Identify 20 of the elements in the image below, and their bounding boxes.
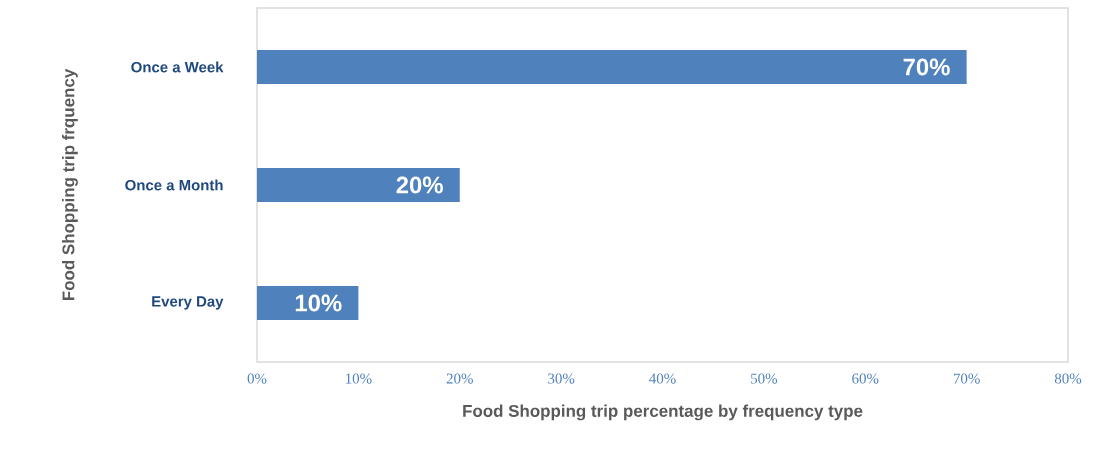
x-tick-label: 30% [548, 373, 575, 384]
x-axis-title: Food Shopping trip percentage by frequency type [463, 404, 863, 421]
x-tick-label: 40% [649, 373, 676, 384]
x-tick-label: 70% [953, 373, 980, 384]
y-tick-label: Once a Month [125, 179, 223, 191]
x-tick-label: 80% [1054, 373, 1082, 384]
y-tick-label: Once a Week [131, 61, 224, 73]
bar [257, 167, 460, 202]
x-tick-label: 60% [852, 373, 879, 384]
x-tick-label: 50% [751, 373, 778, 384]
bar [257, 49, 967, 84]
data-label: 10% [295, 294, 342, 312]
y-axis-title: Food Shopping trip frquency [61, 68, 78, 301]
x-tick-label: 0% [247, 373, 267, 384]
y-tick-label: Every Day [152, 296, 224, 310]
x-tick-label: 20% [446, 373, 473, 384]
data-label: 20% [396, 176, 443, 194]
data-label: 70% [903, 58, 950, 76]
x-tick-label: 10% [346, 373, 372, 384]
bar [257, 285, 359, 320]
